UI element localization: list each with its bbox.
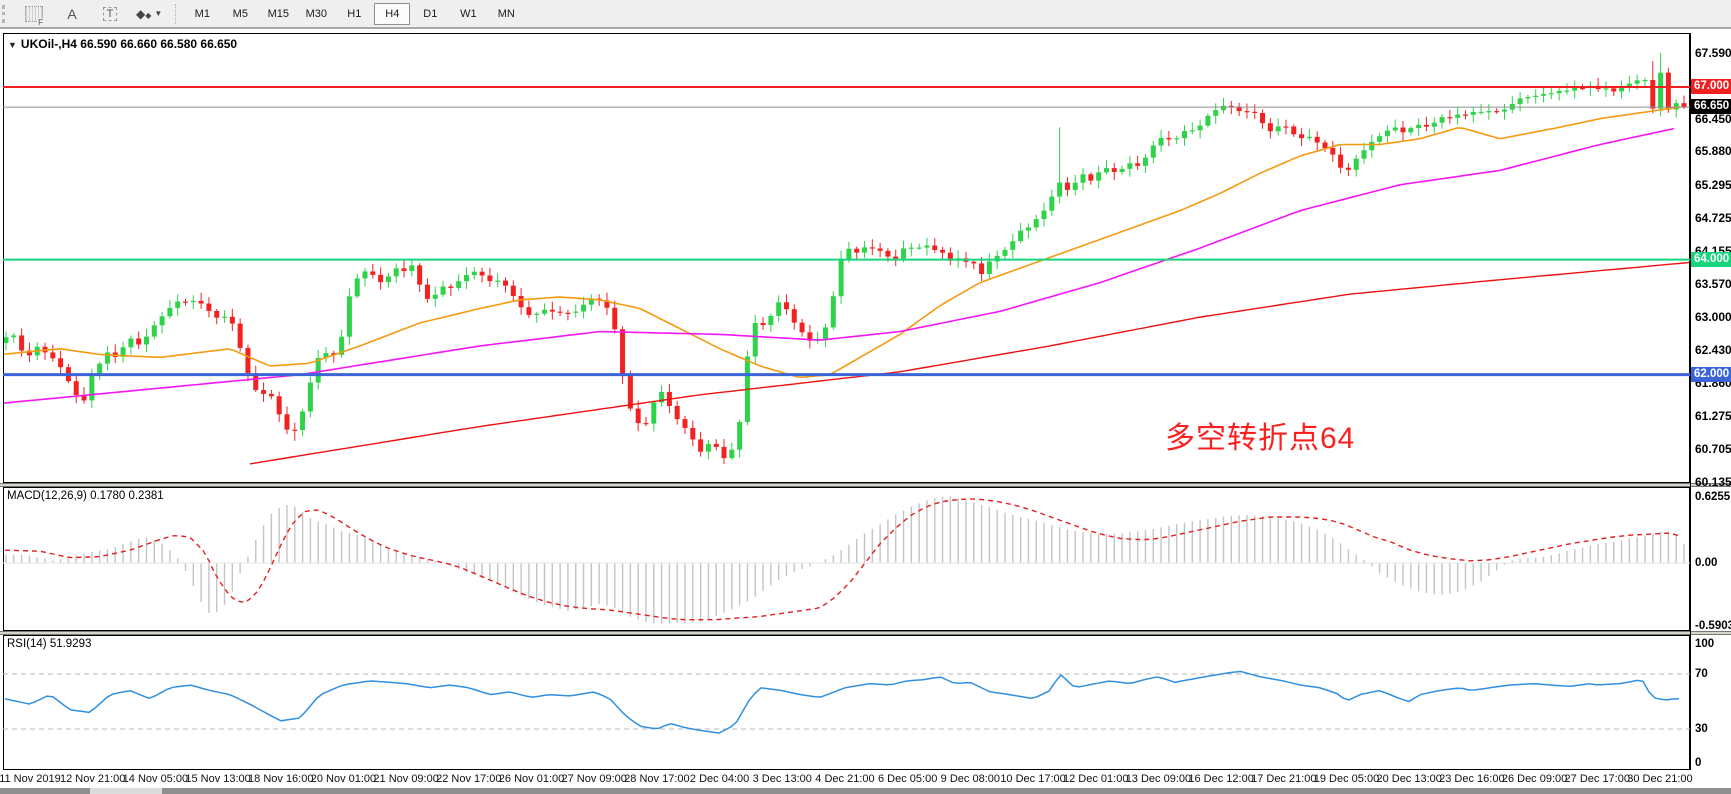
scrollbar-thumb[interactable] <box>90 788 162 794</box>
panel-splitter[interactable] <box>0 483 1731 487</box>
time-tick-label: 16 Dec 12:00 <box>1188 773 1254 785</box>
time-tick-label: 21 Nov 09:00 <box>373 773 439 785</box>
time-tick-label: 15 Nov 13:00 <box>185 773 251 785</box>
timeframe-group: M1 M5 M15 M30 H1 H4 D1 W1 MN <box>183 2 525 25</box>
time-tick-label: 11 Nov 2019 <box>0 773 61 785</box>
price-tick-label: 65.295 <box>1695 178 1731 193</box>
time-tick-label: 23 Dec 16:00 <box>1439 773 1505 785</box>
time-tick-label: 12 Nov 21:00 <box>59 773 126 785</box>
price-tick-label: 60.135 <box>1695 475 1731 489</box>
rsi-axis-label: 0 <box>1695 757 1702 769</box>
macd-axis-label: -0.5903 <box>1695 620 1731 633</box>
indicators-arrows-icon[interactable]: ◆◆ ▼ <box>136 6 163 21</box>
crosshair-grid-icon[interactable]: F <box>16 3 52 27</box>
horizontal-scrollbar[interactable] <box>0 788 1731 794</box>
time-tick-label: 30 Dec 21:00 <box>1627 773 1693 785</box>
toolbar-grip[interactable] <box>2 4 15 23</box>
timeframe-button-m30[interactable]: M30 <box>305 7 328 20</box>
price-tick-label: 63.000 <box>1695 310 1731 325</box>
timeframe-button-h1[interactable]: H1 <box>347 7 362 20</box>
time-tick-label: 20 Nov 01:00 <box>310 773 377 785</box>
chart-title: ▼ UKOil-,H4 66.590 66.660 66.580 66.650 <box>8 37 237 51</box>
timeframe-button-h4[interactable]: H4 <box>374 2 411 25</box>
timeframe-button-m1[interactable]: M1 <box>194 7 210 20</box>
time-tick-label: 17 Dec 21:00 <box>1251 773 1317 785</box>
rsi-panel[interactable] <box>3 635 1690 770</box>
time-tick-label: 19 Dec 05:00 <box>1313 773 1380 785</box>
macd-panel[interactable] <box>3 487 1690 631</box>
timeframe-button-w1[interactable]: W1 <box>460 7 477 20</box>
time-tick-label: 9 Dec 08:00 <box>940 773 1001 785</box>
price-tick-label: 64.725 <box>1695 210 1731 225</box>
time-tick-label: 18 Nov 16:00 <box>248 773 314 785</box>
text-a-icon[interactable]: A <box>67 5 77 22</box>
chart-annotation-text[interactable]: 多空转折点64 <box>1165 422 1356 455</box>
price-tick-label: 62.430 <box>1695 342 1731 357</box>
time-tick-label: 28 Nov 17:00 <box>624 773 690 785</box>
price-chart-panel[interactable] <box>3 33 1690 483</box>
dropdown-caret-icon[interactable]: ▼ <box>154 9 163 18</box>
text-box-icon[interactable]: T <box>92 3 128 25</box>
time-tick-label: 6 Dec 05:00 <box>877 773 938 785</box>
macd-axis-label: 0.00 <box>1695 557 1718 569</box>
price-badge-66.650: 66.650 <box>1691 99 1731 115</box>
price-badge-64.000: 64.000 <box>1691 251 1731 267</box>
time-tick-label: 20 Dec 13:00 <box>1376 773 1442 785</box>
price-tick-label: 66.450 <box>1695 111 1731 126</box>
time-tick-label: 4 Dec 21:00 <box>815 773 875 785</box>
price-tick-label: 61.275 <box>1695 409 1731 424</box>
timeframe-button-d1[interactable]: D1 <box>423 7 438 20</box>
time-tick-label: 2 Dec 04:00 <box>689 773 750 785</box>
toolbar: F A T ◆◆ ▼ M1 M5 M15 M30 H1 H4 D1 W1 MN <box>0 0 1731 29</box>
time-tick-label: 3 Dec 13:00 <box>752 773 812 785</box>
toolbar-separator <box>175 3 177 24</box>
price-tick-label: 65.880 <box>1695 144 1731 159</box>
chevron-down-icon[interactable]: ▼ <box>8 40 17 50</box>
price-badge-67.000: 67.000 <box>1691 78 1731 94</box>
rsi-axis-label: 100 <box>1695 638 1715 650</box>
price-tick-label: 67.590 <box>1695 46 1731 60</box>
panel-splitter[interactable] <box>0 631 1731 635</box>
symbol-name: UKOil-,H4 <box>20 37 77 51</box>
timeframe-button-m5[interactable]: M5 <box>232 7 248 20</box>
timeframe-button-m15[interactable]: M15 <box>267 7 290 20</box>
time-tick-label: 26 Dec 09:00 <box>1501 773 1568 785</box>
time-tick-label: 14 Nov 05:00 <box>122 773 189 785</box>
time-tick-label: 22 Nov 17:00 <box>436 773 502 785</box>
price-tick-label: 63.570 <box>1695 277 1731 292</box>
macd-label: MACD(12,26,9) 0.1780 0.2381 <box>7 490 164 502</box>
rsi-label: RSI(14) 51.9293 <box>7 638 92 650</box>
time-tick-label: 10 Dec 17:00 <box>1000 773 1066 785</box>
time-tick-label: 27 Nov 09:00 <box>561 773 627 785</box>
time-tick-label: 12 Dec 01:00 <box>1063 773 1129 785</box>
rsi-axis-label: 70 <box>1695 668 1708 680</box>
rsi-axis-label: 30 <box>1695 723 1708 735</box>
time-tick-label: 26 Nov 01:00 <box>498 773 565 785</box>
ohlc-values: 66.590 66.660 66.580 66.650 <box>80 37 238 51</box>
time-tick-label: 13 Dec 09:00 <box>1125 773 1192 785</box>
price-badge-62.000: 62.000 <box>1691 366 1731 382</box>
macd-axis-label: 0.6255 <box>1695 491 1731 503</box>
timeframe-button-mn[interactable]: MN <box>497 7 515 20</box>
time-tick-label: 27 Dec 17:00 <box>1564 773 1630 785</box>
price-axis-divider <box>1690 33 1691 770</box>
price-tick-label: 60.705 <box>1695 442 1731 457</box>
